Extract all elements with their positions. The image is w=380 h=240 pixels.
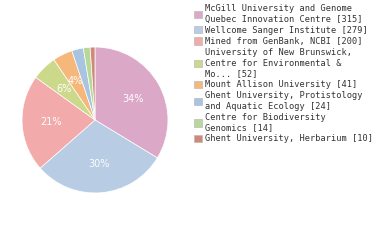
Text: 4%: 4% xyxy=(68,76,83,86)
Text: 30%: 30% xyxy=(88,159,109,169)
Wedge shape xyxy=(90,47,95,120)
Wedge shape xyxy=(72,48,95,120)
Text: 6%: 6% xyxy=(57,84,72,94)
Legend: McGill University and Genome
Quebec Innovation Centre [315], Wellcome Sanger Ins: McGill University and Genome Quebec Inno… xyxy=(194,4,373,143)
Text: 34%: 34% xyxy=(122,94,144,103)
Text: 21%: 21% xyxy=(41,117,62,127)
Wedge shape xyxy=(54,51,95,120)
Wedge shape xyxy=(36,60,95,120)
Wedge shape xyxy=(22,78,95,168)
Wedge shape xyxy=(83,47,95,120)
Wedge shape xyxy=(40,120,157,193)
Wedge shape xyxy=(95,47,168,158)
